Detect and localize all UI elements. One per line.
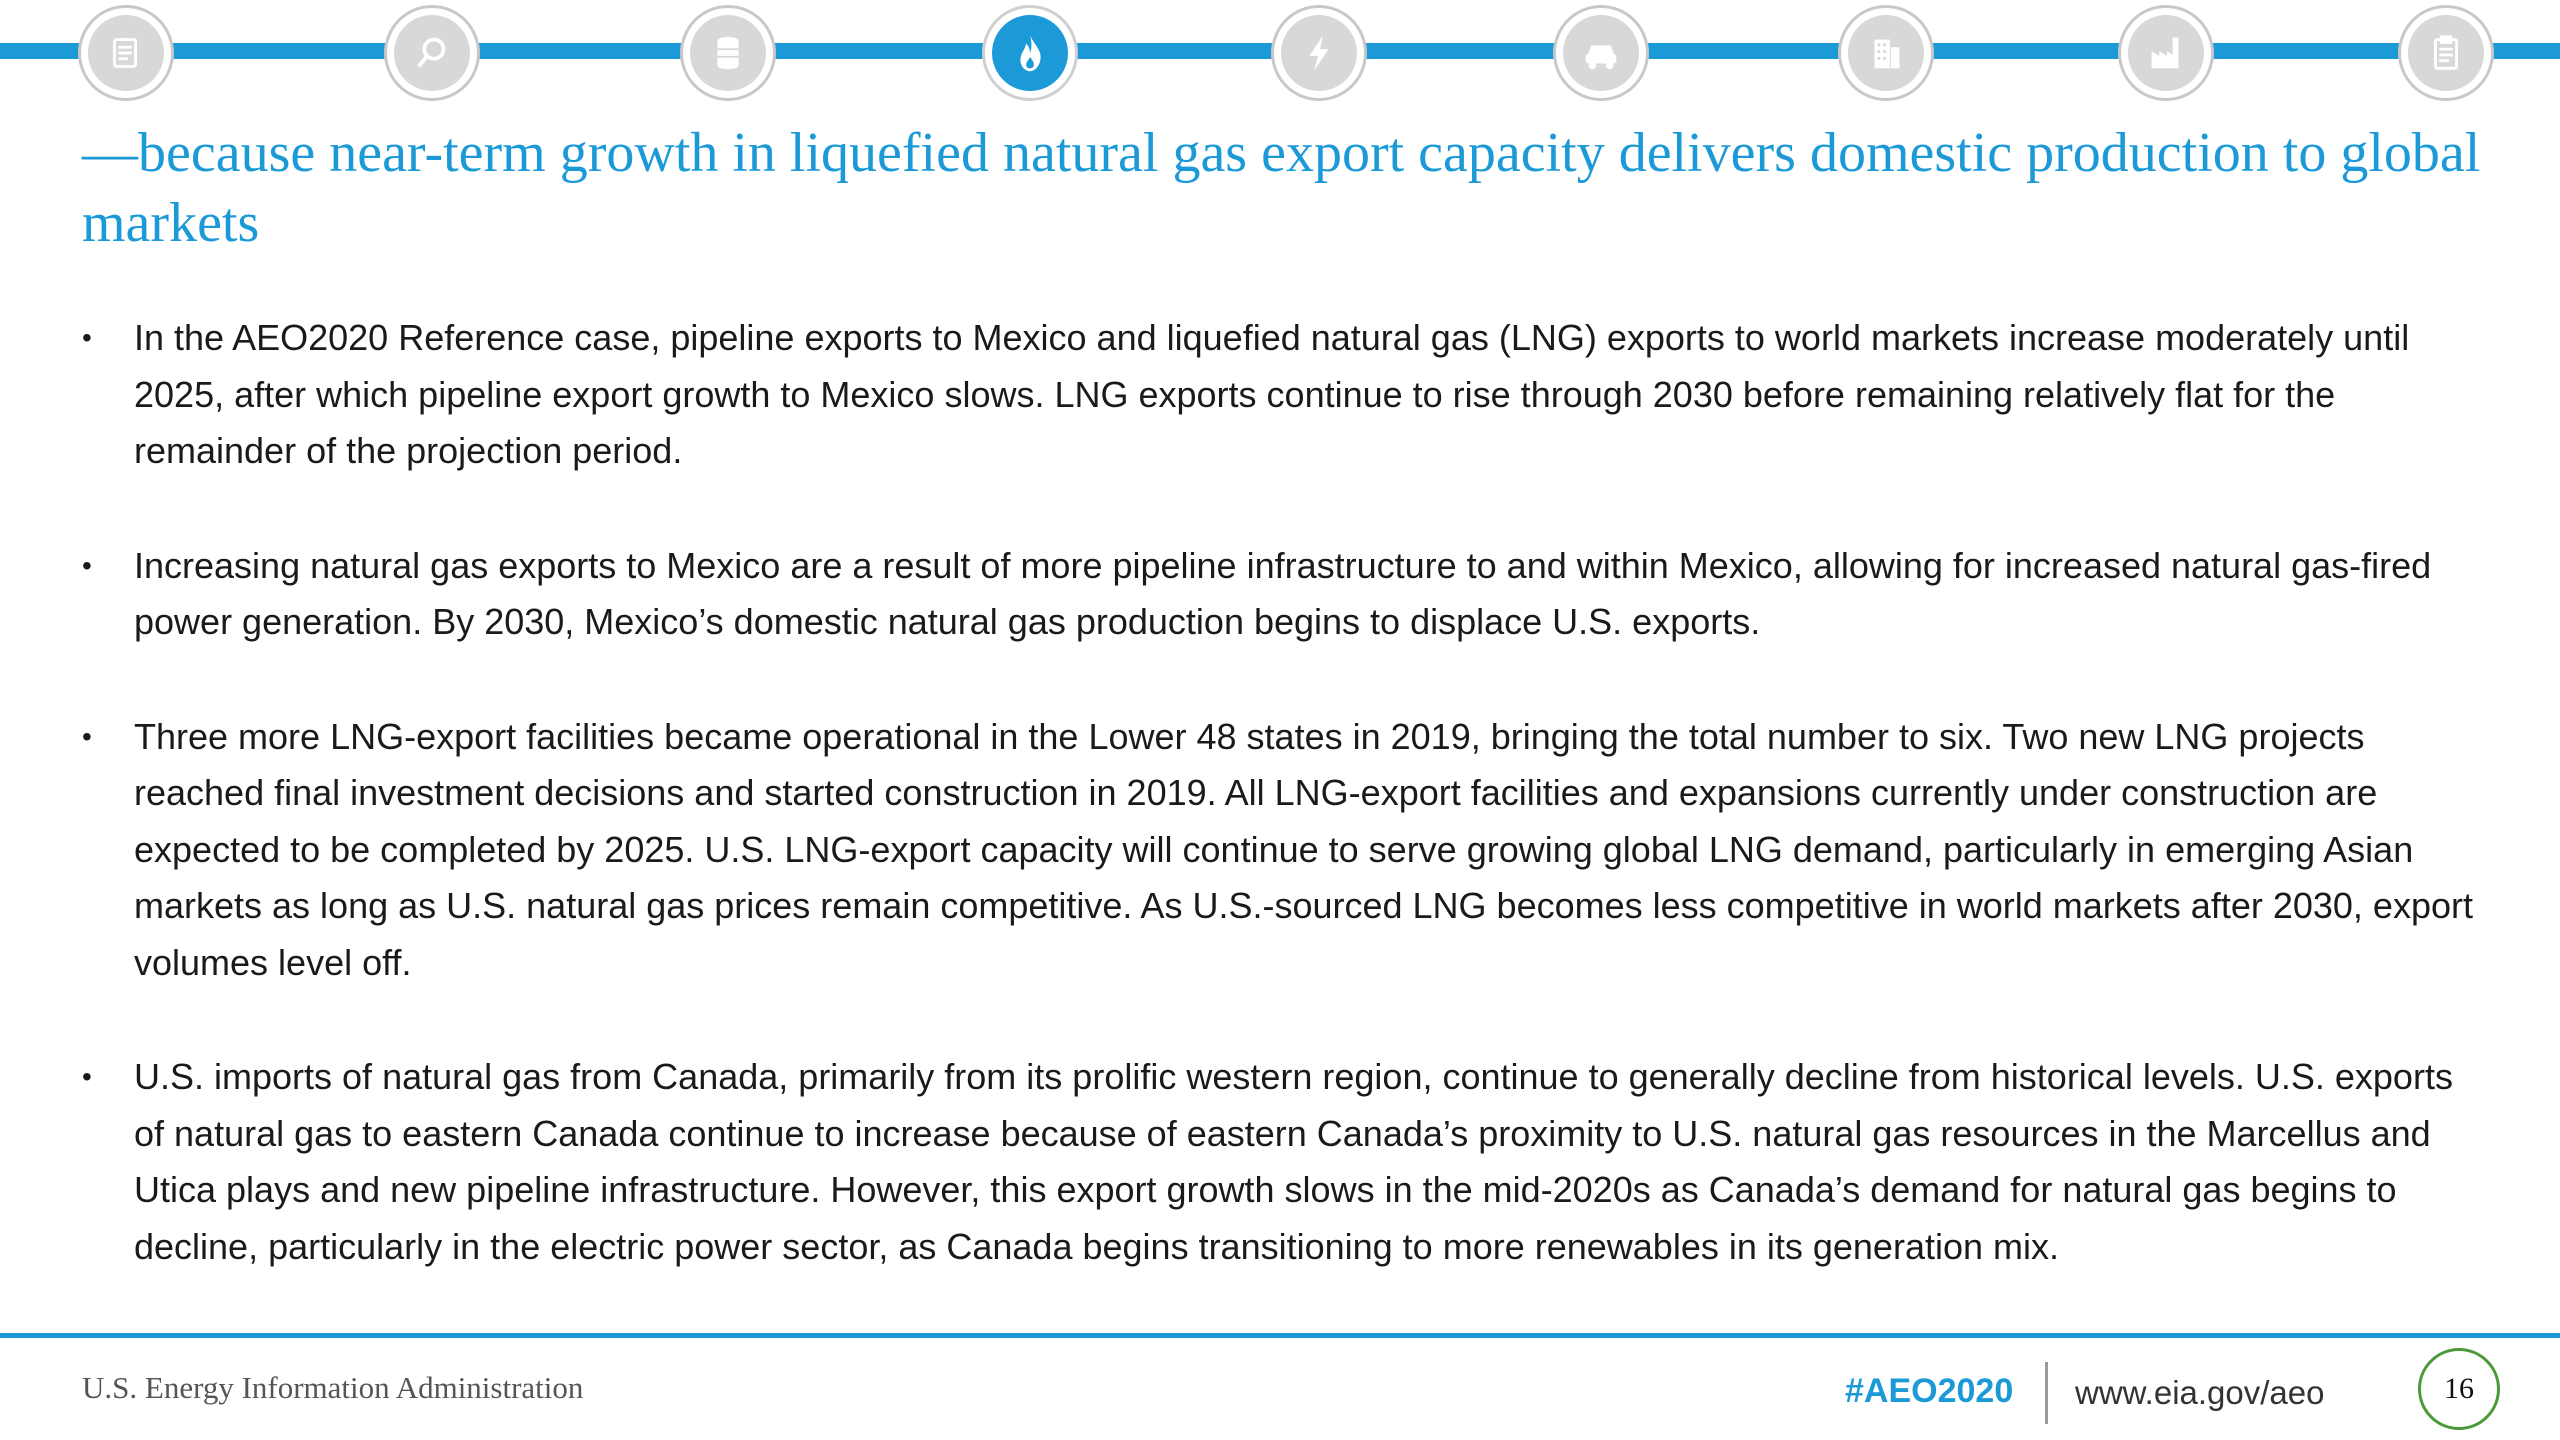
bullet-item: • In the AEO2020 Reference case, pipelin… [82,310,2482,480]
agency-name: U.S. Energy Information Administration [82,1370,584,1405]
bullet-item: • U.S. imports of natural gas from Canad… [82,1049,2482,1275]
bullet-marker: • [82,322,92,353]
footer-divider [0,1333,2560,1338]
oil-barrel-icon [690,15,766,91]
bullet-text: U.S. imports of natural gas from Canada,… [134,1056,2453,1267]
nav-item-overview[interactable] [78,5,174,101]
bullet-marker: • [82,549,92,581]
factory-icon [2128,15,2204,91]
electricity-bolt-icon [1281,15,1357,91]
slide-title: —because near-term growth in liquefied n… [82,122,2481,254]
nav-item-appendix[interactable] [2398,5,2494,101]
car-icon [1563,15,1639,91]
magnifier-icon [394,15,470,91]
section-navigation [0,0,2560,115]
natural-gas-flame-icon [992,15,1068,91]
website-link[interactable]: www.eia.gov/aeo [2075,1374,2325,1411]
buildings-icon [1848,15,1924,91]
clipboard-icon [2408,15,2484,91]
nav-item-petroleum[interactable] [680,5,776,101]
nav-item-natural-gas[interactable] [982,5,1078,101]
page-number-badge: 16 [2418,1348,2500,1430]
bullet-list: • In the AEO2020 Reference case, pipelin… [82,310,2482,1275]
bullet-marker: • [82,720,92,752]
footer-separator [2045,1362,2048,1424]
hashtag-link[interactable]: #AEO2020 [1845,1372,2014,1410]
nav-item-industrial[interactable] [2118,5,2214,101]
bullet-text: Three more LNG-export facilities became … [134,715,2473,983]
document-icon [88,15,164,91]
nav-item-buildings[interactable] [1838,5,1934,101]
bullet-item: • Three more LNG-export facilities becam… [82,709,2482,992]
bullet-text: Increasing natural gas exports to Mexico… [134,544,2432,643]
nav-item-transportation[interactable] [1553,5,1649,101]
nav-item-analysis[interactable] [384,5,480,101]
nav-item-electricity[interactable] [1271,5,1367,101]
bullet-marker: • [82,1061,92,1092]
bullet-text: In the AEO2020 Reference case, pipeline … [134,317,2410,471]
bullet-item: • Increasing natural gas exports to Mexi… [82,538,2482,651]
